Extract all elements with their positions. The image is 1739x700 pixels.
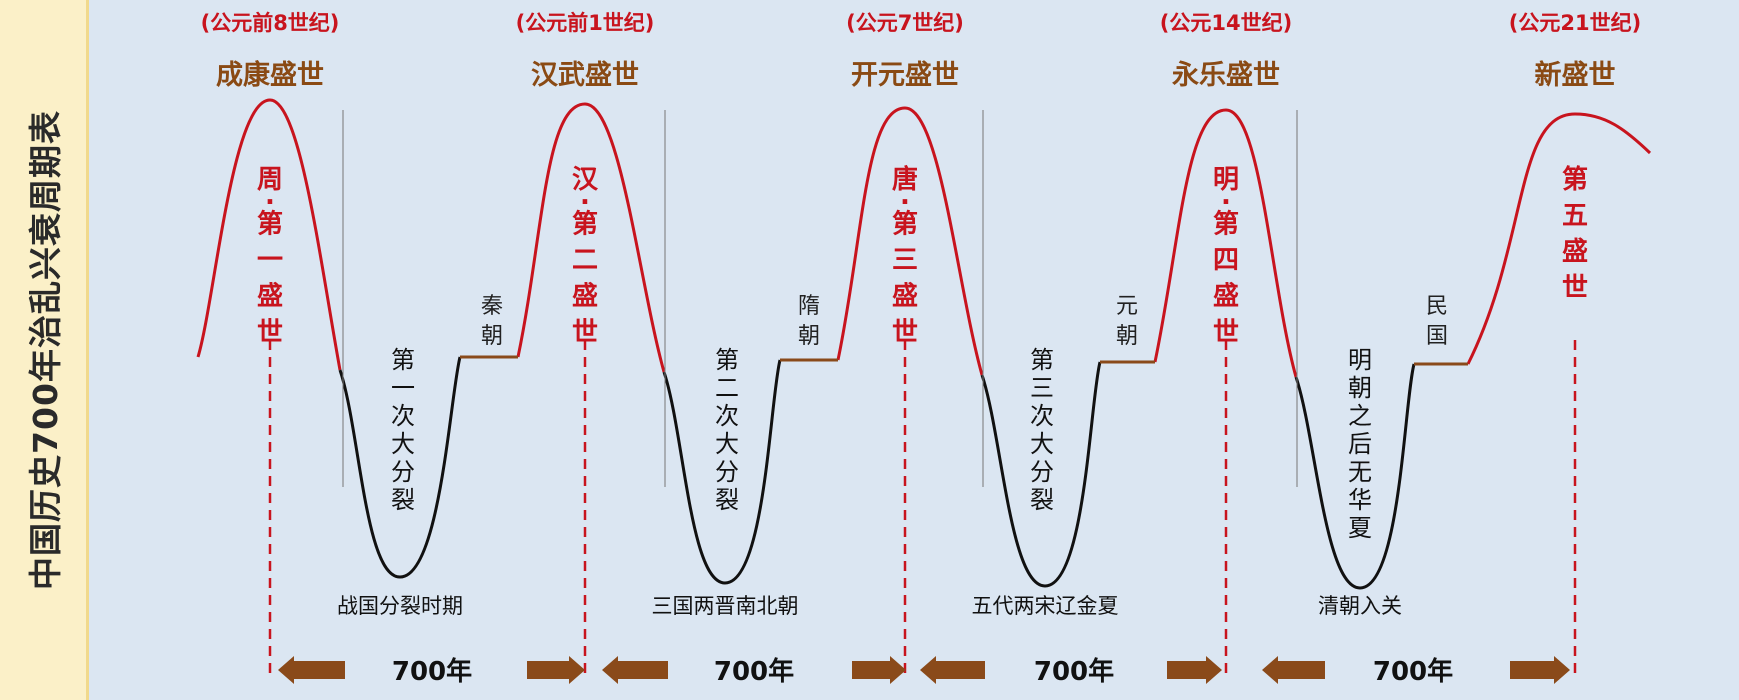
unifier-label: 秦朝 (481, 294, 503, 349)
unifier-label: 元朝 (1116, 294, 1138, 349)
trough-vertical-label: 第三次大分裂 (1030, 346, 1054, 514)
right-arrow (852, 656, 906, 684)
peak-era: (公元21世纪) (1509, 11, 1641, 35)
peak-name: 汉武盛世 (531, 60, 639, 91)
interval-label: 700年 (1034, 656, 1114, 687)
trough-curve (1294, 363, 1416, 590)
unifier-label: 民国 (1426, 294, 1448, 349)
peak-vertical-label: 唐·第三盛世 (892, 164, 918, 348)
trough-vertical-label: 第一次大分裂 (391, 346, 415, 514)
interval-label: 700年 (392, 656, 472, 687)
peak-name: 成康盛世 (216, 59, 324, 91)
trough-vertical-label: 明朝之后无华夏 (1348, 346, 1372, 542)
left-arrow (278, 656, 345, 684)
rise-curve (1153, 108, 1298, 378)
left-arrow (1262, 656, 1325, 684)
left-arrow (602, 656, 668, 684)
trough-curve (338, 356, 462, 579)
trough-period: 清朝入关 (1318, 594, 1402, 618)
trough-period: 三国两晋南北朝 (652, 594, 799, 618)
peak-era: (公元7世纪) (846, 11, 964, 35)
peak-vertical-label: 周·第一盛世 (257, 165, 283, 348)
interval-label: 700年 (1373, 656, 1453, 687)
rise-curve (516, 102, 666, 373)
right-arrow (1510, 656, 1570, 684)
rise-curve (1466, 112, 1652, 365)
trough-period: 战国分裂时期 (337, 594, 463, 618)
trough-vertical-label: 第二次大分裂 (715, 346, 739, 514)
peak-vertical-label: 汉·第二盛世 (572, 165, 599, 348)
left-arrow (920, 656, 985, 684)
peak-name: 新盛世 (1535, 59, 1616, 91)
interval-label: 700年 (714, 656, 794, 687)
side-title-panel: 中国历史700年治乱兴衰周期表 (0, 0, 89, 700)
peak-vertical-label: 第五盛世 (1562, 164, 1588, 303)
peak-era: (公元前1世纪) (516, 11, 655, 35)
peak-vertical-label: 明·第四盛世 (1213, 165, 1239, 348)
peak-name: 永乐盛世 (1171, 60, 1280, 91)
trough-curve (662, 359, 782, 585)
trough-curve (980, 361, 1102, 588)
right-arrow (527, 656, 585, 684)
peak-name: 开元盛世 (851, 60, 959, 91)
rise-curve (196, 98, 342, 371)
right-arrow (1167, 656, 1222, 684)
unifier-label: 隋朝 (798, 294, 820, 349)
trough-period: 五代两宋辽金夏 (972, 594, 1119, 618)
peak-era: (公元14世纪) (1160, 11, 1292, 35)
peak-era: (公元前8世纪) (201, 11, 340, 35)
rise-curve (836, 106, 984, 376)
